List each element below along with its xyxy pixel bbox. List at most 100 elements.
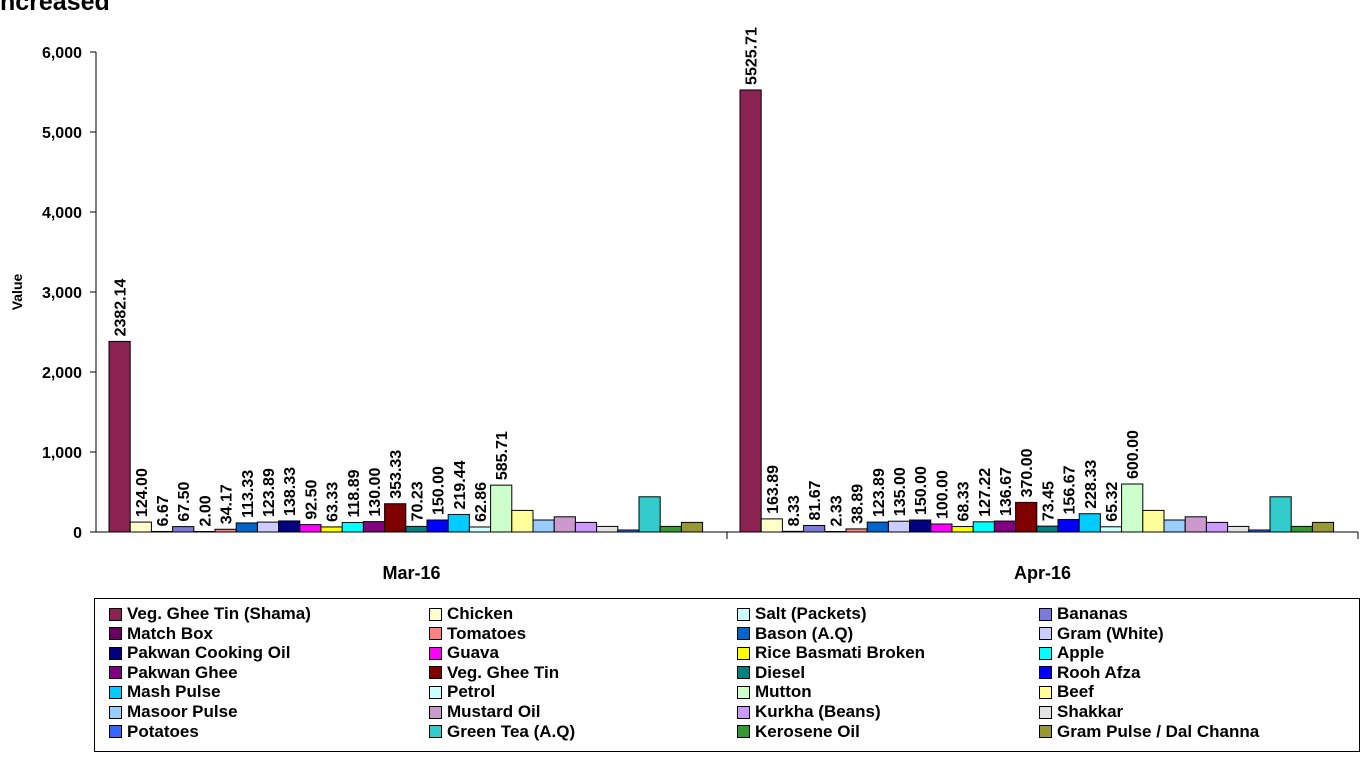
bar: [1311, 521, 1335, 533]
data-label: 123.89: [871, 468, 888, 517]
data-label: 130.00: [367, 468, 384, 517]
legend-label: Apple: [1057, 643, 1105, 663]
legend-swatch: [737, 685, 750, 699]
legend-item: Apple: [1039, 644, 1104, 662]
legend-label: Pakwan Ghee: [127, 662, 238, 682]
legend-item: Green Tea (A.Q): [429, 721, 576, 741]
bar: [1184, 516, 1207, 533]
bar: [638, 496, 661, 533]
bar: [1227, 525, 1250, 533]
legend-label: Tomatoes: [447, 623, 527, 643]
bar: [909, 519, 932, 533]
legend-label: Mutton: [755, 682, 812, 702]
data-label: 585.71: [494, 431, 511, 480]
legend-swatch: [429, 646, 442, 660]
legend-swatch: [429, 666, 442, 680]
legend-item: Tomatoes: [429, 623, 527, 643]
bar: [1036, 525, 1059, 533]
data-label: 73.45: [1040, 481, 1057, 521]
bar: [596, 525, 619, 533]
legend-swatch: [737, 627, 750, 641]
bar: [150, 530, 174, 533]
legend-swatch: [109, 607, 122, 621]
bar: [1121, 483, 1144, 533]
bar: [532, 519, 555, 533]
legend: Veg. Ghee Tin (Shama) Chicken Salt (Packet…: [94, 598, 1360, 752]
legend-item: Chicken: [429, 605, 513, 623]
data-label: 113.33: [240, 470, 257, 518]
bar: [468, 526, 492, 533]
y-tick-label: 0: [73, 525, 82, 542]
legend-item: Mutton: [737, 683, 812, 701]
legend-swatch: [109, 705, 122, 719]
data-label: 156.67: [1062, 465, 1079, 514]
bar: [887, 520, 911, 533]
bars: [108, 89, 1335, 533]
bar: [1163, 519, 1186, 533]
legend-swatch: [109, 725, 122, 739]
legend-swatch: [1039, 725, 1052, 739]
legend-label: Bason (A.Q): [755, 623, 854, 643]
legend-item: Shakkar: [1039, 703, 1123, 721]
legend-item: Veg. Ghee Tin (Shama): [109, 605, 311, 623]
legend-label: Green Tea (A.Q): [447, 721, 576, 741]
legend-label: Chicken: [447, 604, 514, 623]
legend-item: Gram Pulse / Dal Channa: [1039, 722, 1259, 741]
bar: [214, 528, 237, 533]
legend-swatch: [109, 666, 122, 680]
legend-swatch: [429, 627, 442, 641]
legend-item: Bason (A.Q): [737, 623, 854, 643]
legend-item: Guava: [429, 644, 499, 662]
bar: [930, 523, 953, 533]
data-label: 100.00: [934, 470, 951, 519]
bar: [511, 509, 534, 533]
legend-swatch: [737, 666, 750, 680]
data-label: 67.50: [176, 481, 193, 521]
legend-swatch: [1039, 646, 1052, 660]
legend-swatch: [109, 646, 122, 660]
legend-item: Salt (Packets): [737, 605, 867, 623]
bar: [278, 520, 301, 533]
legend-item: Pakwan Ghee: [109, 662, 238, 682]
data-label: 118.89: [346, 469, 363, 517]
data-label: 123.89: [261, 468, 278, 517]
legend-label: Diesel: [755, 662, 806, 682]
bar: [320, 526, 343, 533]
bar: [405, 525, 428, 533]
bar: [1142, 509, 1165, 533]
data-label: 92.50: [303, 479, 320, 519]
bar: [1205, 521, 1229, 533]
bar: [256, 521, 280, 533]
legend-swatch: [429, 607, 442, 621]
bar: [447, 513, 470, 533]
bar: [574, 521, 598, 533]
data-label: 127.22: [977, 468, 994, 517]
legend-item: Bananas: [1039, 605, 1128, 623]
y-tick-label: 1,000: [42, 445, 82, 462]
data-label: 124.00: [134, 468, 151, 517]
bar-chart: 0 1,000 2,000 3,000 4,000 5,000 6,000 Value Mar-…: [9, 27, 1359, 583]
legend-label: Kerosene Oil: [755, 721, 860, 741]
legend-swatch: [109, 627, 122, 641]
x-tick-label: Mar-16: [382, 563, 440, 583]
legend-label: Masoor Pulse: [127, 702, 238, 721]
legend-swatch: [737, 646, 750, 660]
bar: [490, 484, 513, 533]
data-label: 34.17: [219, 484, 236, 524]
legend-label: Guava: [447, 643, 499, 663]
legend-label: Rice Basmati Broken: [755, 643, 926, 663]
bar: [1057, 518, 1080, 533]
legend-label: Bananas: [1057, 604, 1128, 623]
data-label: 8.33: [786, 495, 803, 526]
bar: [824, 531, 847, 533]
data-label: 2.33: [828, 495, 845, 526]
bar: [845, 528, 868, 533]
bar: [341, 521, 364, 533]
data-label: 150.00: [431, 466, 448, 515]
legend-swatch: [1039, 627, 1052, 641]
data-label: 370.00: [1019, 448, 1036, 497]
legend-item: Rice Basmati Broken: [737, 644, 925, 662]
bar: [739, 89, 762, 533]
bar: [129, 521, 152, 533]
bar: [803, 524, 826, 533]
